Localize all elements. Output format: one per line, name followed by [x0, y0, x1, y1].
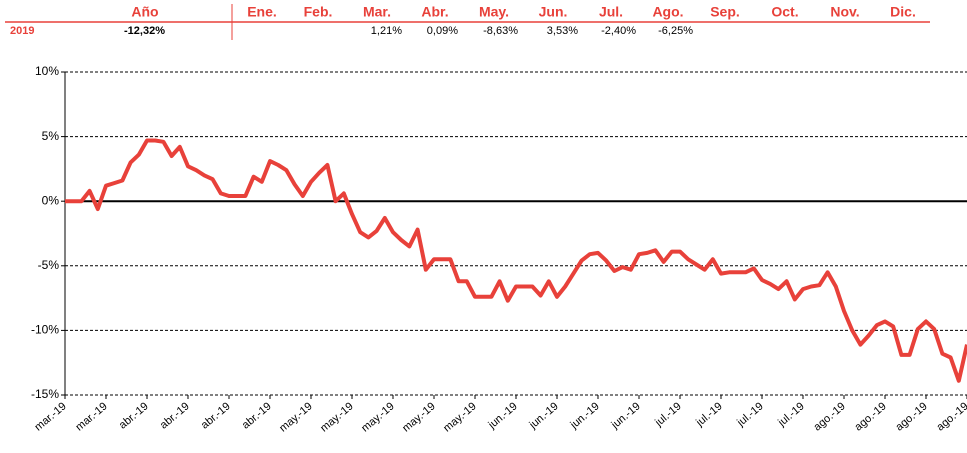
- header-cell: Jun.: [539, 4, 568, 20]
- header-cell: Dic.: [890, 4, 916, 20]
- y-tick-label: 10%: [35, 64, 59, 78]
- y-tick-label: -15%: [31, 387, 59, 401]
- x-tick-label: jul.-19: [652, 400, 683, 429]
- table-cell: 1,21%: [371, 25, 402, 37]
- header-cell: Ago.: [652, 4, 683, 20]
- x-tick-label: ago.-19: [935, 400, 967, 433]
- y-tick-label: -10%: [31, 323, 59, 337]
- header-cell: Mar.: [363, 4, 391, 20]
- x-tick-label: ago.-19: [894, 400, 930, 433]
- header-cell: Nov.: [830, 4, 859, 20]
- header-cell: Ene.: [247, 4, 277, 20]
- x-tick-label: may.-19: [318, 400, 356, 434]
- y-tick-label: -5%: [38, 258, 60, 272]
- header-cell: May.: [479, 4, 509, 20]
- header-cell: Feb.: [304, 4, 333, 20]
- header-cell: Jul.: [599, 4, 623, 20]
- header-cell: Oct.: [771, 4, 798, 20]
- x-tick-label: jun.-19: [486, 400, 520, 431]
- x-tick-label: may.-19: [400, 400, 438, 434]
- x-tick-label: jun.-19: [568, 400, 602, 431]
- table-cell: 0,09%: [427, 25, 458, 37]
- x-tick-label: mar.-19: [74, 400, 110, 433]
- x-tick-label: jul.-19: [734, 400, 765, 429]
- line-series: [65, 141, 967, 381]
- x-tick-label: mar.-19: [33, 400, 69, 433]
- x-tick-label: abr.-19: [117, 400, 151, 431]
- y-tick-label: 5%: [42, 129, 60, 143]
- header-cell: Abr.: [421, 4, 448, 20]
- table-cell: -8,63%: [483, 25, 518, 37]
- x-tick-label: may.-19: [441, 400, 479, 434]
- x-tick-label: abr.-19: [199, 400, 233, 431]
- x-tick-label: jul.-19: [693, 400, 724, 429]
- x-tick-label: abr.-19: [240, 400, 274, 431]
- x-tick-label: jun.-19: [609, 400, 643, 431]
- x-tick-label: ago.-19: [853, 400, 889, 433]
- y-tick-label: 0%: [42, 193, 60, 207]
- table-cell: -6,25%: [658, 25, 693, 37]
- x-tick-label: jun.-19: [527, 400, 561, 431]
- header-cell: Año: [131, 4, 158, 20]
- table-cell: 2019: [10, 25, 34, 37]
- table-cell: -12,32%: [124, 25, 165, 37]
- x-tick-label: jul.-19: [775, 400, 806, 429]
- x-tick-label: may.-19: [359, 400, 397, 434]
- x-tick-label: may.-19: [277, 400, 315, 434]
- table-cell: 3,53%: [547, 25, 578, 37]
- x-tick-label: ago.-19: [812, 400, 848, 433]
- table-cell: -2,40%: [601, 25, 636, 37]
- x-tick-label: abr.-19: [158, 400, 192, 431]
- header-cell: Sep.: [710, 4, 740, 20]
